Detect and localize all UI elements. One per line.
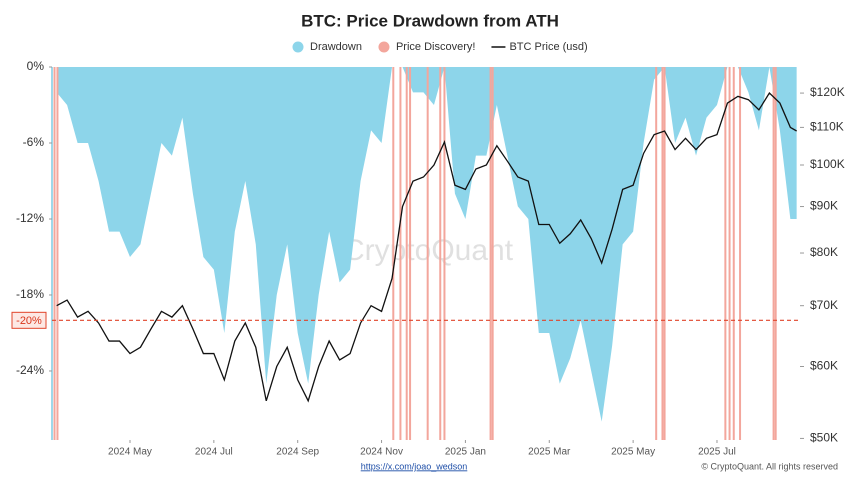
price-discovery-bar [399,67,402,440]
y2-tick-label: $90K [810,199,838,213]
x-tick-label: 2025 Mar [528,447,571,458]
legend-swatch [292,41,304,53]
x-tick-label: 2025 May [611,447,655,458]
x-tick-label: 2024 Jul [195,447,233,458]
price-discovery-bar [661,67,664,440]
reference-label: -20% [16,315,42,327]
credit: © CryptoQuant. All rights reserved [701,461,838,471]
y2-tick-label: $100K [810,157,845,171]
y2-tick-label: $70K [810,298,838,312]
price-discovery-bar [409,67,412,440]
price-discovery-bar [491,67,494,440]
source-link[interactable]: https://x.com/joao_wedson [361,461,468,471]
price-discovery-bar [663,67,666,440]
price-discovery-bar [739,67,742,440]
legend-label: Drawdown [310,41,362,53]
price-discovery-bar [732,67,735,440]
plot-area [53,67,797,440]
price-discovery-bar [772,67,775,440]
price-discovery-bar [439,67,442,440]
price-discovery-bar [53,67,56,440]
legend-swatch [378,41,390,53]
y2-tick-label: $80K [810,245,838,259]
price-discovery-bar [655,67,658,440]
price-line [56,92,797,403]
y-tick-label: -6% [23,135,45,149]
price-discovery-bar [728,67,731,440]
price-discovery-bar [443,67,446,440]
price-discovery-bar [489,67,492,440]
price-discovery-bar [56,67,59,440]
y2-tick-label: $60K [810,359,838,373]
y-tick-label: 0% [27,59,45,73]
y-tick-label: -24% [16,363,44,377]
reference-label-box [11,311,47,329]
y2-tick-label: $50K [810,431,838,445]
x-tick-label: 2024 Nov [360,447,403,458]
y2-tick-label: $120K [810,85,845,99]
legend-label: BTC Price (usd) [509,41,587,53]
price-discovery-bar [426,67,429,440]
x-tick-label: 2025 Jan [445,447,486,458]
price-discovery-bar [724,67,727,440]
chart-title: BTC: Price Drawdown from ATH [301,11,559,30]
y2-tick-label: $110K [810,120,844,134]
y-tick-label: -18% [16,287,44,301]
y-tick-label: -12% [16,211,44,225]
x-tick-label: 2024 May [108,447,152,458]
x-tick-label: 2024 Sep [276,447,319,458]
price-discovery-bar [405,67,408,440]
x-tick-label: 2025 Jul [698,447,736,458]
drawdown-area [56,67,797,422]
price-discovery-bar [392,67,395,440]
price-discovery-bar [774,67,777,440]
legend-label: Price Discovery! [396,41,475,53]
legend: Drawdown Price Discovery! BTC Price (usd) [292,41,588,53]
